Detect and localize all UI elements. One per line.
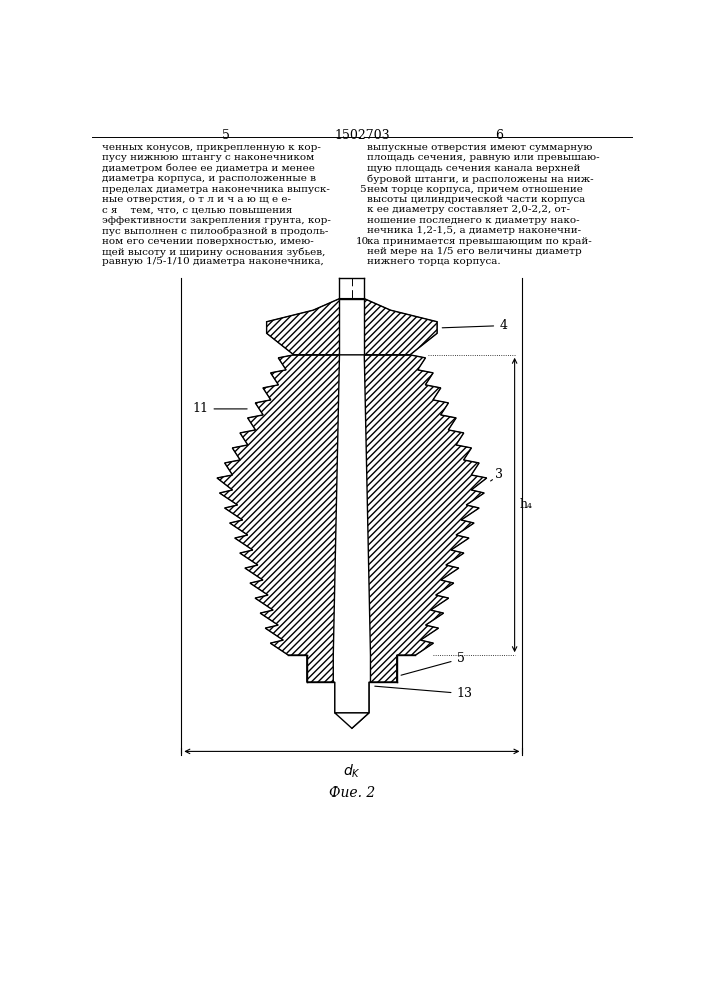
- Text: к ее диаметру составляет 2,0-2,2, от-: к ее диаметру составляет 2,0-2,2, от-: [368, 205, 571, 214]
- Text: Фие. 2: Фие. 2: [329, 786, 375, 800]
- Polygon shape: [333, 355, 370, 713]
- Text: щей высоту и ширину основания зубьев,: щей высоту и ширину основания зубьев,: [103, 247, 326, 257]
- Text: 1502703: 1502703: [334, 129, 390, 142]
- Text: 4: 4: [442, 319, 507, 332]
- Text: нижнего торца корпуса.: нижнего торца корпуса.: [368, 257, 501, 266]
- Text: 5: 5: [401, 652, 464, 675]
- Text: 6: 6: [495, 129, 503, 142]
- Text: пределах диаметра наконечника выпуск-: пределах диаметра наконечника выпуск-: [103, 185, 330, 194]
- Text: площадь сечения, равную или превышаю-: площадь сечения, равную или превышаю-: [368, 153, 600, 162]
- Polygon shape: [267, 299, 437, 355]
- Text: равную 1/5-1/10 диаметра наконечника,: равную 1/5-1/10 диаметра наконечника,: [103, 257, 324, 266]
- Text: 3: 3: [491, 468, 503, 481]
- Text: с я    тем, что, с целью повышения: с я тем, что, с целью повышения: [103, 205, 293, 214]
- Text: 11: 11: [192, 402, 247, 415]
- Text: 5: 5: [221, 129, 230, 142]
- Polygon shape: [339, 299, 364, 355]
- Text: 10: 10: [356, 237, 369, 246]
- Text: нем торце корпуса, причем отношение: нем торце корпуса, причем отношение: [368, 185, 583, 194]
- Text: ка принимается превышающим по край-: ка принимается превышающим по край-: [368, 237, 592, 246]
- Text: выпускные отверстия имеют суммарную: выпускные отверстия имеют суммарную: [368, 143, 592, 152]
- Text: ном его сечении поверхностью, имею-: ном его сечении поверхностью, имею-: [103, 237, 314, 246]
- Text: $d_K$: $d_K$: [343, 762, 361, 780]
- Text: эффективности закрепления грунта, кор-: эффективности закрепления грунта, кор-: [103, 216, 331, 225]
- Polygon shape: [217, 355, 486, 728]
- Text: ней мере на 1/5 его величины диаметр: ней мере на 1/5 его величины диаметр: [368, 247, 582, 256]
- Text: пус выполнен с пилообразной в продоль-: пус выполнен с пилообразной в продоль-: [103, 226, 329, 236]
- Text: 5: 5: [359, 185, 366, 194]
- Polygon shape: [337, 686, 367, 709]
- Polygon shape: [335, 713, 369, 728]
- Text: 13: 13: [375, 686, 472, 700]
- Text: высоты цилиндрической части корпуса: высоты цилиндрической части корпуса: [368, 195, 585, 204]
- Text: ченных конусов, прикрепленную к кор-: ченных конусов, прикрепленную к кор-: [103, 143, 321, 152]
- Text: пусу нижнюю штангу с наконечником: пусу нижнюю штангу с наконечником: [103, 153, 315, 162]
- Text: буровой штанги, и расположены на ниж-: буровой штанги, и расположены на ниж-: [368, 174, 594, 184]
- Text: ношение последнего к диаметру нако-: ношение последнего к диаметру нако-: [368, 216, 580, 225]
- Text: щую площадь сечения канала верхней: щую площадь сечения канала верхней: [368, 164, 580, 173]
- Text: ные отверстия, о т л и ч а ю щ е е-: ные отверстия, о т л и ч а ю щ е е-: [103, 195, 291, 204]
- Text: нечника 1,2-1,5, а диаметр наконечни-: нечника 1,2-1,5, а диаметр наконечни-: [368, 226, 581, 235]
- Text: диаметром более ее диаметра и менее: диаметром более ее диаметра и менее: [103, 164, 315, 173]
- Text: h₄: h₄: [519, 498, 532, 512]
- Text: диаметра корпуса, и расположенные в: диаметра корпуса, и расположенные в: [103, 174, 316, 183]
